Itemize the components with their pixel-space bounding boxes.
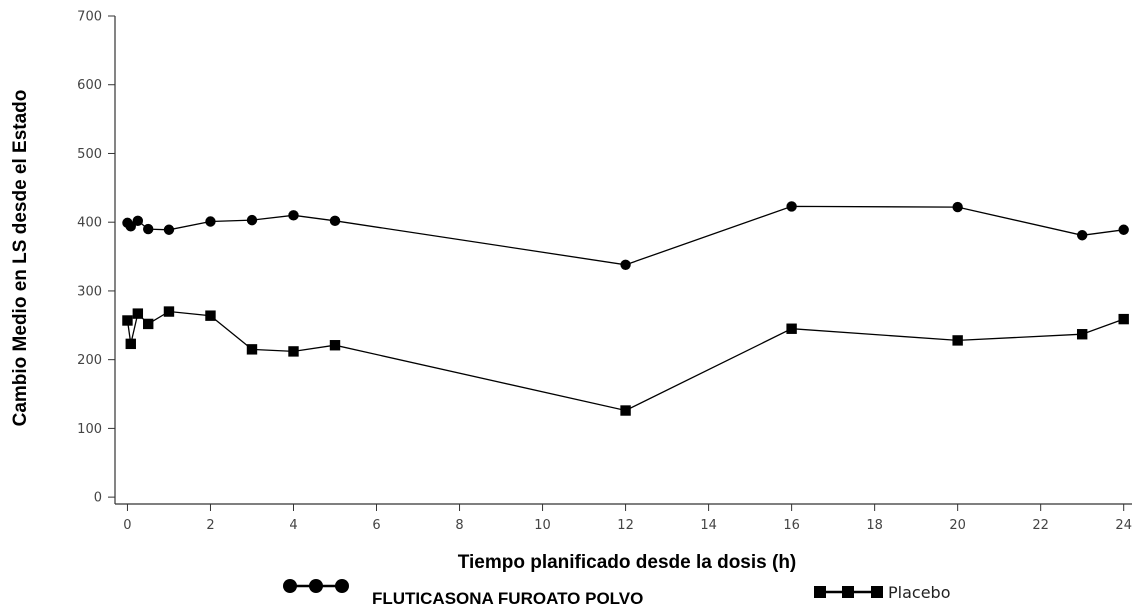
data-point bbox=[1118, 313, 1129, 325]
legend-marker bbox=[283, 579, 297, 593]
y-axis-title: Cambio Medio en LS desde el Estado bbox=[10, 90, 31, 427]
x-tick-label: 22 bbox=[1032, 518, 1049, 533]
y-tick-label: 400 bbox=[77, 216, 102, 231]
data-point bbox=[246, 344, 258, 355]
y-tick-label: 700 bbox=[77, 10, 102, 25]
legend-label: Placebo bbox=[888, 583, 950, 602]
data-point bbox=[786, 201, 797, 212]
x-tick-label: 24 bbox=[1115, 518, 1132, 533]
data-point bbox=[143, 318, 154, 330]
data-point bbox=[288, 210, 299, 221]
y-tick-label: 200 bbox=[77, 353, 102, 368]
x-tick-label: 6 bbox=[372, 518, 380, 533]
y-tick-label: 100 bbox=[77, 422, 102, 437]
data-point bbox=[620, 405, 631, 416]
data-point bbox=[786, 323, 797, 334]
x-tick-label: 8 bbox=[455, 518, 463, 533]
data-point bbox=[205, 310, 216, 321]
data-point bbox=[143, 223, 154, 235]
legend-label: FLUTICASONA FUROATO POLVO bbox=[372, 589, 643, 607]
series-fluticasona bbox=[122, 201, 1129, 271]
x-tick-label: 2 bbox=[206, 518, 214, 533]
x-tick-label: 12 bbox=[617, 518, 634, 533]
data-point bbox=[329, 215, 341, 227]
data-point bbox=[329, 340, 341, 351]
data-point bbox=[288, 346, 299, 357]
legend: FLUTICASONA FUROATO POLVO Placebo bbox=[283, 579, 950, 608]
legend-marker bbox=[842, 586, 854, 598]
x-tick-label: 10 bbox=[534, 518, 551, 533]
series-layer bbox=[122, 201, 1129, 416]
x-tick-label: 18 bbox=[866, 518, 883, 533]
legend-marker bbox=[814, 586, 826, 598]
data-point bbox=[952, 201, 963, 213]
x-tick-label: 0 bbox=[123, 518, 131, 533]
data-point bbox=[205, 216, 216, 227]
data-point bbox=[125, 221, 136, 232]
legend-item-placebo: Placebo bbox=[814, 583, 950, 602]
data-point bbox=[952, 335, 963, 346]
y-tick-label: 300 bbox=[77, 284, 102, 299]
legend-marker bbox=[871, 586, 883, 598]
data-point bbox=[1076, 329, 1088, 340]
data-point bbox=[620, 259, 631, 271]
data-point bbox=[246, 214, 258, 226]
y-tick-label: 500 bbox=[77, 147, 102, 162]
data-point bbox=[1118, 224, 1129, 235]
series-line bbox=[127, 205, 1124, 266]
data-point bbox=[163, 306, 175, 317]
series-placebo bbox=[122, 306, 1129, 416]
y-tick-label: 600 bbox=[77, 78, 102, 93]
x-axis-title: Tiempo planificado desde la dosis (h) bbox=[458, 552, 797, 573]
x-tick-label: 20 bbox=[949, 518, 966, 533]
data-point bbox=[122, 315, 133, 326]
legend-marker bbox=[309, 579, 323, 593]
data-point bbox=[125, 338, 136, 350]
x-tick-label: 16 bbox=[783, 518, 800, 533]
y-tick-label: 0 bbox=[94, 491, 102, 506]
data-point bbox=[132, 215, 144, 227]
data-point bbox=[163, 224, 175, 235]
series-line bbox=[126, 310, 1124, 412]
x-tick-label: 4 bbox=[289, 518, 297, 533]
legend-marker bbox=[335, 579, 349, 593]
data-point bbox=[1076, 230, 1088, 241]
x-tick-label: 14 bbox=[700, 518, 717, 533]
legend-item-fluticasona: FLUTICASONA FUROATO POLVO bbox=[283, 579, 643, 608]
data-point bbox=[132, 308, 144, 319]
